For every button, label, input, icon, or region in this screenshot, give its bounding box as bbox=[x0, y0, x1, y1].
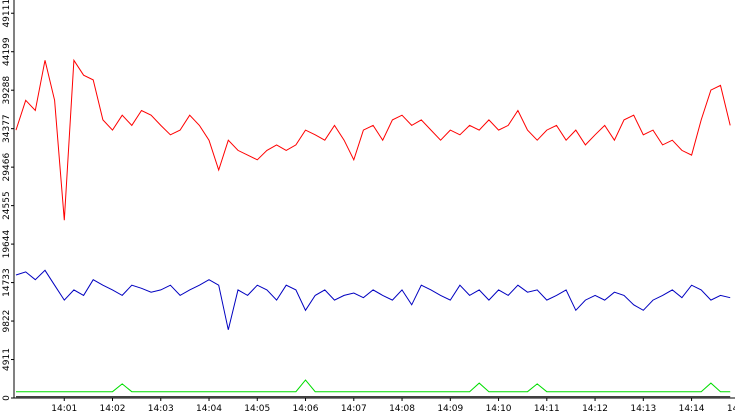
y-tick-label: 24555 bbox=[2, 191, 12, 220]
series-line bbox=[15, 269, 731, 330]
x-tick-label: 14:09 bbox=[437, 404, 463, 414]
x-tick-label: 14:10 bbox=[486, 404, 512, 414]
y-tick-label: 19644 bbox=[2, 230, 12, 259]
x-tick-label: 14:05 bbox=[244, 404, 270, 414]
y-tick-label: 14733 bbox=[2, 268, 12, 297]
y-tick-label: 4911 bbox=[2, 348, 12, 371]
y-tick-label: 34377 bbox=[2, 114, 12, 143]
x-tick-label: 14:14 bbox=[679, 404, 705, 414]
x-tick-label: 14:04 bbox=[196, 404, 222, 414]
y-tick-label: 44199 bbox=[2, 37, 12, 66]
y-tick-label: 0 bbox=[2, 395, 12, 401]
x-tick-label: 14:01 bbox=[51, 404, 77, 414]
x-tick-label: 14:11 bbox=[534, 404, 560, 414]
y-tick-label: 9822 bbox=[2, 310, 12, 333]
x-tick-label: 14:12 bbox=[582, 404, 608, 414]
x-tick-label: 14:02 bbox=[100, 404, 126, 414]
series-line bbox=[16, 379, 731, 393]
x-tick-label: 14:08 bbox=[389, 404, 415, 414]
y-tick-label: 39288 bbox=[2, 76, 12, 105]
x-tick-label: 14:13 bbox=[630, 404, 656, 414]
x-tick-label: 14:03 bbox=[148, 404, 174, 414]
series-line bbox=[15, 58, 731, 221]
y-tick-label: 29466 bbox=[2, 153, 12, 182]
y-tick-label: 49111 bbox=[2, 0, 12, 28]
x-tick-label: 14:15 bbox=[727, 404, 735, 414]
x-tick-label: 14:06 bbox=[293, 404, 319, 414]
x-tick-label: 14:07 bbox=[341, 404, 367, 414]
